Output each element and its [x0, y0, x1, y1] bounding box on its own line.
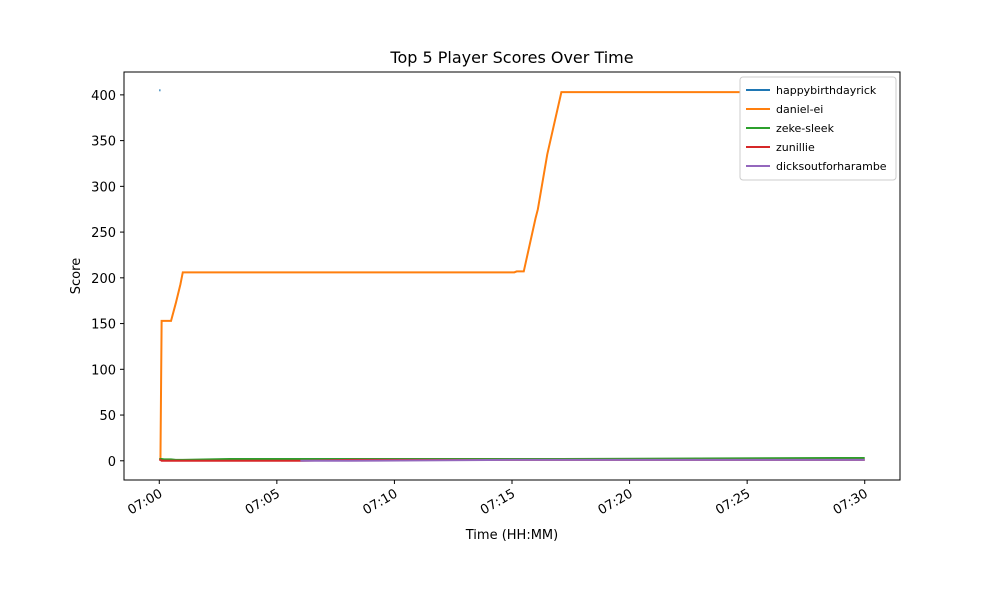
y-tick-label: 350 [91, 135, 116, 150]
legend-label: daniel-ei [776, 103, 823, 116]
legend-label: happybirthdayrick [776, 84, 877, 97]
y-axis-label: Score [69, 258, 84, 294]
y-tick-label: 300 [91, 180, 116, 195]
legend-label: dicksoutforharambe [776, 160, 887, 173]
y-tick-label: 150 [91, 318, 116, 333]
series-line [300, 458, 865, 462]
legend-box [739, 76, 897, 181]
legend-label: zunillie [776, 141, 815, 154]
series-line [159, 91, 865, 460]
y-tick-label: 250 [91, 226, 116, 241]
y-tick-label: 200 [91, 272, 116, 287]
y-tick-label: 400 [91, 89, 116, 104]
y-tick-label: 100 [91, 363, 116, 378]
y-tick-label: 50 [99, 409, 116, 424]
plot-frame [123, 71, 901, 481]
chart-title: Top 5 Player Scores Over Time [389, 48, 633, 67]
x-axis-label: Time (HH:MM) [465, 528, 558, 543]
y-tick-label: 0 [108, 455, 116, 470]
legend-label: zeke-sleek [776, 122, 835, 135]
